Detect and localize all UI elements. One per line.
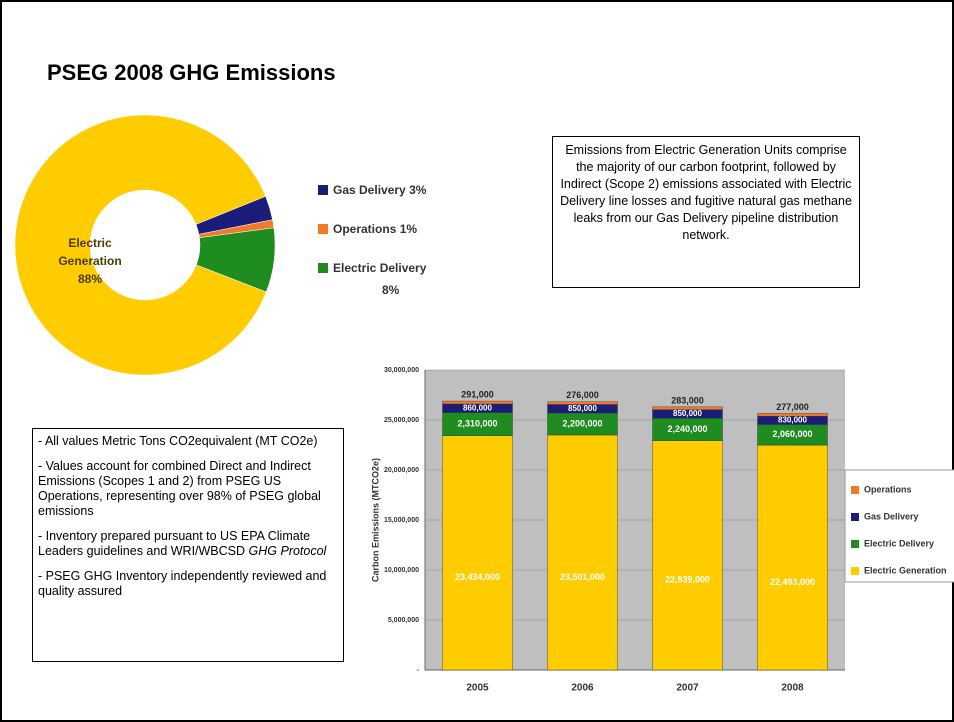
notes: - All values Metric Tons CO2equivalent (…: [32, 428, 344, 662]
legend-box: [844, 469, 954, 583]
bar-segment: [757, 444, 828, 671]
y-tick-label: 5,000,000: [388, 617, 419, 624]
y-tick-label: 15,000,000: [384, 517, 419, 524]
data-label: 2,060,000: [772, 429, 812, 439]
pie-value-label: 1%: [399, 222, 418, 236]
x-tick-label: 2005: [466, 683, 489, 694]
bar-segment: [757, 413, 828, 417]
legend-text: Electric Delivery: [864, 538, 934, 548]
pie-slice-label: Electric Generation 88%: [40, 234, 140, 288]
pie-value-label: 8%: [382, 283, 400, 297]
data-label: 2,240,000: [667, 424, 707, 434]
x-tick-label: 2007: [676, 683, 699, 694]
data-label: 22,939,000: [665, 575, 710, 585]
y-tick-label: -: [417, 667, 420, 674]
legend-swatch: [851, 567, 859, 575]
note: - All values Metric Tons CO2equivalent (…: [38, 434, 318, 448]
legend-swatch: [318, 185, 328, 195]
legend-swatch: [851, 486, 859, 494]
legend-swatch: [851, 513, 859, 521]
pie-legend-entry: Electric Delivery: [333, 261, 426, 275]
data-label: 850,000: [568, 404, 597, 413]
x-tick-label: 2008: [781, 683, 804, 694]
data-label: 860,000: [463, 403, 492, 412]
bar-segment: [547, 434, 618, 671]
legend-text: Electric Generation: [864, 565, 947, 575]
pie-value-label: 88%: [77, 272, 103, 286]
data-label: 850,000: [673, 409, 702, 418]
bar-segment: [652, 406, 723, 410]
pie-category: Electric Generation: [58, 236, 122, 268]
pie-legend-entry: Operations 1%: [333, 222, 417, 236]
note: - PSEG GHG Inventory independently revie…: [38, 569, 327, 598]
y-tick-label: 25,000,000: [384, 417, 419, 424]
legend-text: Operations: [864, 484, 912, 494]
callout: Emissions from Electric Generation Units…: [552, 136, 860, 288]
pie-legend-entry: Gas Delivery 3%: [333, 183, 426, 197]
pie-slice: [14, 114, 267, 376]
legend-text: Gas Delivery: [333, 183, 406, 197]
data-label: 830,000: [778, 415, 807, 424]
pie-value-label: 3%: [409, 183, 427, 197]
y-tick-label: 10,000,000: [384, 567, 419, 574]
note-text: - Inventory prepared pursuant to US EPA …: [38, 529, 311, 558]
y-axis-label: Carbon Emissions (MTCO2e): [370, 458, 380, 582]
data-label: 283,000: [671, 395, 704, 405]
y-tick-label: 30,000,000: [384, 367, 419, 374]
legend-text: Gas Delivery: [864, 511, 919, 521]
y-tick-label: 20,000,000: [384, 467, 419, 474]
data-label: 22,493,000: [770, 577, 815, 587]
data-label: 23,434,000: [455, 572, 500, 582]
legend-text: Electric Delivery: [333, 261, 427, 275]
data-label: 2,200,000: [562, 418, 602, 428]
data-label: 291,000: [461, 389, 494, 399]
data-label: 276,000: [566, 390, 599, 400]
legend-swatch: [318, 224, 328, 234]
bar-segment: [442, 400, 513, 405]
bar-segment: [652, 440, 723, 671]
slide-title: PSEG 2008 GHG Emissions: [47, 60, 336, 85]
data-label: 2,310,000: [457, 418, 497, 428]
data-label: 23,501,000: [560, 572, 605, 582]
bar-segment: [547, 401, 618, 405]
note-italic: GHG Protocol: [248, 544, 327, 558]
x-tick-label: 2006: [571, 683, 594, 694]
note: - Inventory prepared pursuant to US EPA …: [38, 529, 338, 559]
legend-text: Operations: [333, 222, 397, 236]
bar-segment: [442, 435, 513, 671]
note: - Values account for combined Direct and…: [38, 459, 321, 518]
data-label: 277,000: [776, 402, 809, 412]
legend-swatch: [318, 263, 328, 273]
legend-swatch: [851, 540, 859, 548]
